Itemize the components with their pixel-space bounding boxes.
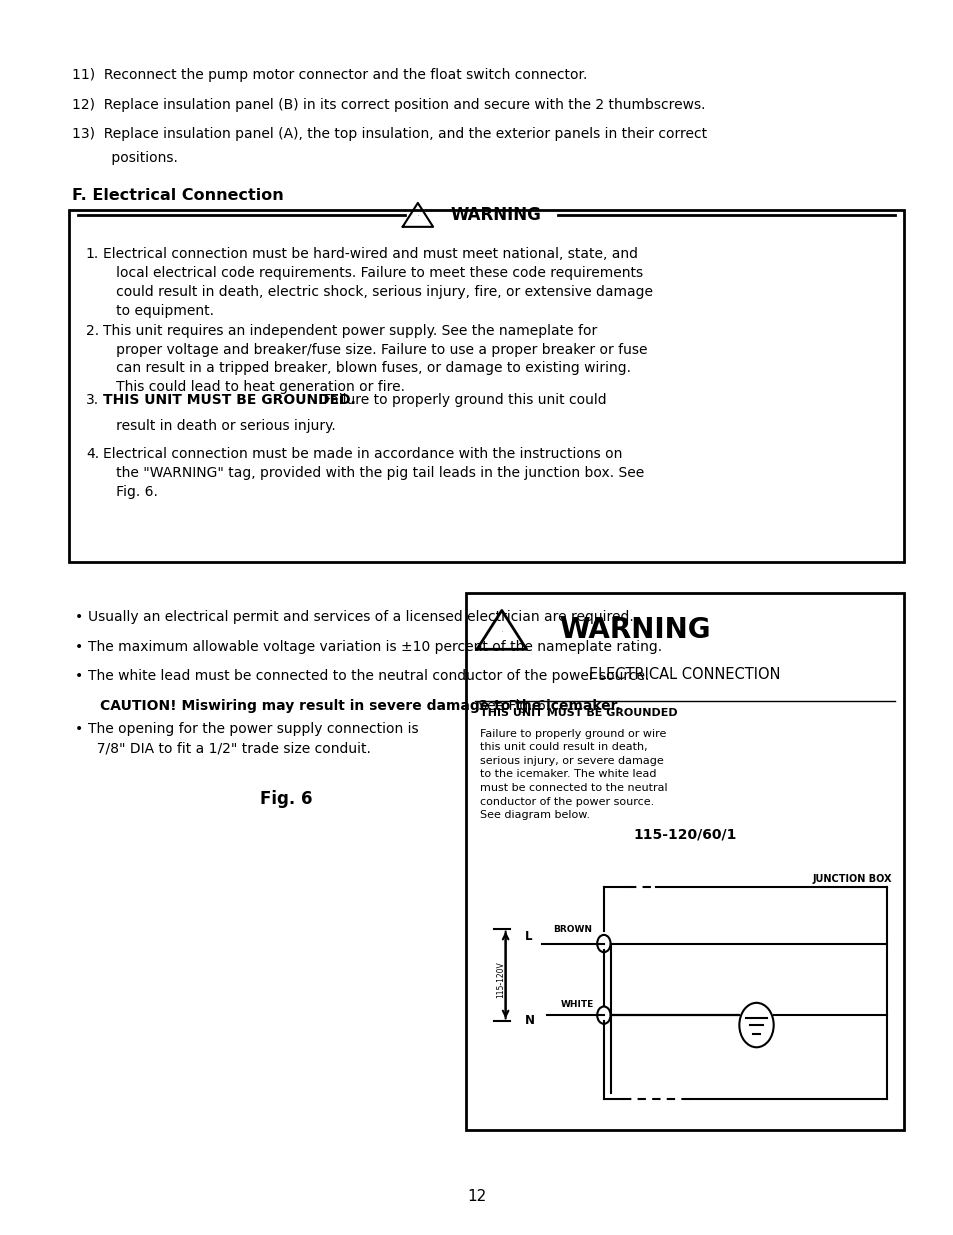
Text: This unit requires an independent power supply. See the nameplate for
   proper : This unit requires an independent power … <box>103 324 647 394</box>
Text: L: L <box>524 930 532 942</box>
FancyBboxPatch shape <box>69 210 903 562</box>
Text: The opening for the power supply connection is
  7/8" DIA to fit a 1/2" trade si: The opening for the power supply connect… <box>88 722 418 756</box>
Text: Usually an electrical permit and services of a licensed electrician are required: Usually an electrical permit and service… <box>88 610 633 624</box>
Text: CAUTION! Miswiring may result in severe damage to the icemaker.: CAUTION! Miswiring may result in severe … <box>100 699 620 713</box>
Text: 11)  Reconnect the pump motor connector and the float switch connector.: 11) Reconnect the pump motor connector a… <box>71 68 586 82</box>
Text: 3.: 3. <box>86 393 99 406</box>
Text: result in death or serious injury.: result in death or serious injury. <box>103 419 335 432</box>
Text: 12: 12 <box>467 1189 486 1204</box>
Text: WARNING: WARNING <box>450 206 541 224</box>
Text: JUNCTION BOX: JUNCTION BOX <box>811 874 891 884</box>
Text: positions.: positions. <box>71 151 177 164</box>
Text: 115-120/60/1: 115-120/60/1 <box>633 827 736 841</box>
Text: The maximum allowable voltage variation is ±10 percent of the nameplate rating.: The maximum allowable voltage variation … <box>88 640 661 653</box>
Text: 115-120V: 115-120V <box>496 961 505 998</box>
Text: •: • <box>74 610 83 624</box>
Text: See Fig. 6.: See Fig. 6. <box>474 699 550 713</box>
Text: F. Electrical Connection: F. Electrical Connection <box>71 188 283 203</box>
Text: WARNING: WARNING <box>559 616 710 643</box>
Text: 1.: 1. <box>86 247 99 261</box>
Text: Failure to properly ground or wire
this unit could result in death,
serious inju: Failure to properly ground or wire this … <box>479 729 667 820</box>
Text: •: • <box>74 722 83 736</box>
Text: 13)  Replace insulation panel (A), the top insulation, and the exterior panels i: 13) Replace insulation panel (A), the to… <box>71 127 706 141</box>
Text: •: • <box>74 669 83 683</box>
Text: WHITE: WHITE <box>560 1000 594 1009</box>
Text: The white lead must be connected to the neutral conductor of the power source.: The white lead must be connected to the … <box>88 669 648 683</box>
Text: N: N <box>524 1014 534 1026</box>
FancyBboxPatch shape <box>465 593 903 1130</box>
Text: THIS UNIT MUST BE GROUNDED.: THIS UNIT MUST BE GROUNDED. <box>103 393 355 406</box>
Text: •: • <box>74 640 83 653</box>
Text: 4.: 4. <box>86 447 99 461</box>
Text: BROWN: BROWN <box>553 925 592 934</box>
Text: THIS UNIT MUST BE GROUNDED: THIS UNIT MUST BE GROUNDED <box>479 708 677 718</box>
Text: Electrical connection must be hard-wired and must meet national, state, and
   l: Electrical connection must be hard-wired… <box>103 247 653 317</box>
Text: Failure to properly ground this unit could: Failure to properly ground this unit cou… <box>318 393 605 406</box>
Text: 12)  Replace insulation panel (B) in its correct position and secure with the 2 : 12) Replace insulation panel (B) in its … <box>71 98 704 111</box>
Text: Electrical connection must be made in accordance with the instructions on
   the: Electrical connection must be made in ac… <box>103 447 643 499</box>
Text: 2.: 2. <box>86 324 99 337</box>
Text: Fig. 6: Fig. 6 <box>259 790 313 809</box>
Text: ELECTRICAL CONNECTION: ELECTRICAL CONNECTION <box>589 667 780 682</box>
